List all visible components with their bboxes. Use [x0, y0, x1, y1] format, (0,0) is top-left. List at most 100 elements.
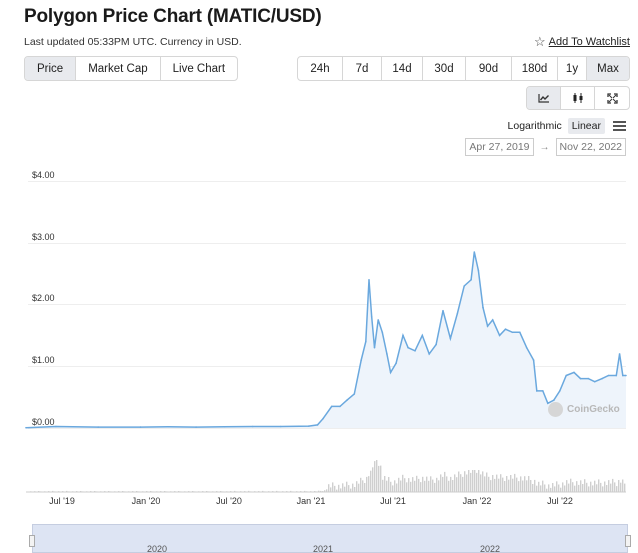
date-to-input[interactable]: Nov 22, 2022 — [555, 138, 626, 156]
price-point — [373, 346, 376, 349]
price-point — [547, 402, 549, 405]
tab-price[interactable]: Price — [25, 57, 77, 80]
volume-bar — [522, 480, 524, 492]
volume-bar — [356, 481, 358, 492]
fullscreen-button[interactable] — [595, 87, 629, 109]
range-90d[interactable]: 90d — [466, 57, 512, 80]
price-point — [504, 328, 507, 331]
range-14d[interactable]: 14d — [382, 57, 423, 80]
volume-bar — [66, 490, 68, 492]
add-to-watchlist-button[interactable]: ☆ Add To Watchlist — [534, 34, 630, 50]
price-point — [525, 346, 528, 349]
date-from-input[interactable]: Apr 27, 2019 — [465, 138, 534, 156]
volume-bar — [382, 479, 384, 492]
last-updated-text: Last updated 05:33PM UTC. Currency in US… — [24, 36, 242, 48]
volume-bar — [338, 484, 340, 493]
volume-bar — [604, 481, 606, 492]
price-point — [223, 426, 225, 428]
menu-icon[interactable] — [613, 121, 626, 131]
navigator-right-handle[interactable] — [625, 535, 631, 547]
price-point — [519, 331, 521, 334]
volume-bar — [400, 480, 402, 492]
volume-bar — [420, 482, 422, 492]
volume-bar — [350, 488, 352, 492]
price-point — [473, 251, 476, 253]
volume-bar — [472, 470, 474, 492]
price-point — [456, 313, 459, 315]
volume-bar — [416, 475, 418, 492]
range-1y[interactable]: 1y — [558, 57, 587, 80]
volume-bar — [452, 480, 454, 492]
volume-bar — [428, 480, 430, 492]
price-point — [339, 405, 341, 408]
volume-bar — [304, 490, 306, 492]
price-point — [395, 362, 397, 365]
price-point — [486, 325, 489, 327]
price-point — [322, 417, 324, 420]
price-point — [573, 371, 575, 374]
volume-bar — [276, 490, 278, 492]
volume-bar — [620, 482, 622, 492]
volume-bar — [518, 481, 520, 492]
price-point — [421, 334, 424, 337]
volume-bar — [618, 480, 620, 492]
fullscreen-icon — [606, 92, 618, 104]
candlestick-button[interactable] — [561, 87, 595, 109]
price-point — [251, 425, 254, 428]
tab-live-chart[interactable]: Live Chart — [172, 62, 226, 75]
price-point — [565, 374, 567, 377]
line-chart-button[interactable] — [527, 87, 561, 109]
volume-bar — [544, 484, 546, 492]
navigator-left-handle[interactable] — [29, 535, 35, 547]
volume-bar — [584, 479, 586, 492]
volume-bar — [444, 471, 446, 492]
price-point — [442, 309, 444, 312]
price-point — [407, 346, 409, 349]
volume-bar — [388, 477, 390, 492]
volume-bar — [600, 482, 602, 492]
volume-bar — [360, 477, 362, 492]
price-point — [463, 285, 466, 287]
volume-bar — [482, 471, 484, 492]
scale-logarithmic[interactable]: Logarithmic — [507, 120, 562, 132]
range-24h[interactable]: 24h — [298, 57, 343, 80]
volume-bar — [394, 480, 396, 492]
price-line[interactable] — [25, 251, 626, 429]
volume-bar — [608, 480, 610, 492]
volume-bar — [546, 488, 548, 492]
volume-bar — [624, 483, 626, 492]
volume-bar — [488, 476, 490, 492]
gridline — [28, 243, 626, 244]
volume-bar — [422, 476, 424, 492]
volume-bar — [494, 478, 496, 492]
volume-bar — [324, 490, 326, 492]
volume-bar — [406, 482, 408, 492]
range-max[interactable]: Max — [587, 57, 629, 80]
range-180d[interactable]: 180d — [512, 57, 558, 80]
y-tick-label: $2.00 — [32, 293, 55, 303]
line-chart-icon — [537, 94, 549, 103]
range-7d[interactable]: 7d — [343, 57, 382, 80]
price-point — [449, 337, 452, 340]
price-point — [139, 426, 142, 428]
scale-linear[interactable]: Linear — [567, 118, 605, 134]
volume-bar — [532, 484, 534, 492]
price-point — [601, 377, 603, 380]
range-tabs: 24h 7d 14d 30d 90d 180d 1y Max — [297, 56, 630, 81]
price-point — [279, 425, 282, 428]
volume-bar — [376, 460, 378, 492]
tab-market-cap[interactable]: Market Cap — [76, 57, 161, 80]
volume-bar — [598, 479, 600, 492]
range-30d[interactable]: 30d — [423, 57, 466, 80]
price-point — [532, 359, 535, 361]
volume-bar — [554, 486, 556, 492]
volume-bar — [446, 476, 448, 492]
volume-bar — [448, 480, 450, 492]
volume-bar — [514, 473, 516, 492]
volume-bar — [392, 485, 394, 492]
volume-bar — [402, 474, 404, 492]
view-tabs: Price Market Cap Live Chart — [24, 56, 239, 81]
volume-bar — [616, 486, 618, 493]
x-tick-label: Jul '22 — [547, 496, 573, 506]
